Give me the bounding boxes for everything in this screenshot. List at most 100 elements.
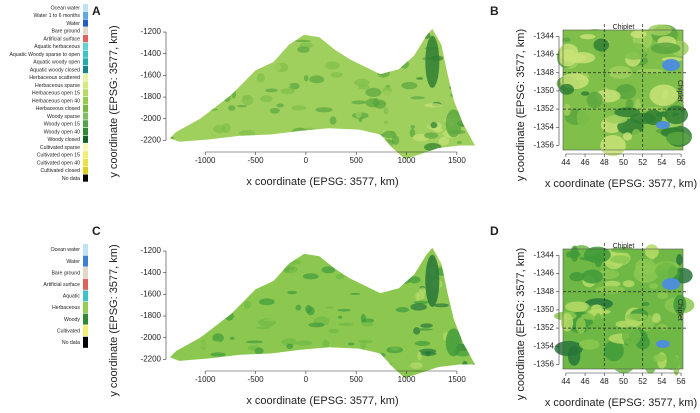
map-texture (295, 39, 311, 43)
map-texture (430, 121, 438, 129)
map-texture (386, 248, 394, 258)
map-texture (284, 259, 302, 265)
map-texture (575, 317, 586, 334)
map-texture (178, 28, 194, 30)
y-tick-label: -1200 (141, 246, 162, 255)
legend-label: Woody open 15 (44, 122, 80, 128)
map-texture (242, 322, 254, 327)
map-texture (373, 97, 380, 108)
map-texture (328, 328, 340, 334)
legend-label: Cultivated open 40 (37, 160, 80, 166)
y-tick-label: -1348 (534, 287, 555, 296)
map-texture (645, 360, 656, 374)
x-tick-label: 48 (600, 377, 609, 386)
map-texture (386, 247, 396, 249)
x-tick-label: 44 (561, 377, 570, 386)
y-tick-label: -1800 (141, 311, 162, 320)
map-texture (194, 307, 208, 310)
map-texture (243, 301, 251, 310)
map-texture (391, 135, 400, 146)
map-texture (420, 323, 433, 328)
legend-swatch (83, 255, 88, 267)
map-texture (560, 313, 574, 332)
map-texture (416, 77, 424, 80)
map-texture (181, 48, 197, 59)
map-texture (299, 91, 314, 95)
x-tick-label: -500 (248, 375, 265, 384)
x-tick-label: 1000 (398, 375, 416, 384)
map-texture (170, 136, 175, 141)
map-texture (309, 247, 323, 252)
map-texture (604, 280, 621, 288)
map-texture (297, 46, 310, 53)
map-texture (314, 306, 329, 315)
map-texture (321, 266, 336, 274)
map-texture (449, 93, 463, 98)
map-texture (365, 87, 382, 98)
x-tick-label: 46 (581, 377, 590, 386)
legend-swatch (83, 97, 88, 105)
map-texture (335, 274, 345, 280)
map-texture (355, 274, 364, 279)
x-tick-label: 50 (619, 377, 628, 386)
y-tick-label: -1344 (534, 250, 555, 259)
map-texture (325, 306, 334, 309)
map-texture (422, 32, 431, 39)
map-texture (424, 103, 442, 108)
legend-label: Artificial surface (43, 282, 80, 288)
map-texture (170, 92, 185, 100)
map-texture (581, 91, 590, 96)
y-tick-label: -2200 (141, 355, 162, 364)
map-texture (179, 296, 190, 307)
map-texture (355, 109, 362, 119)
map-texture (424, 143, 442, 152)
map-texture (229, 325, 247, 329)
map-texture (610, 255, 631, 264)
map-texture (171, 114, 184, 123)
map-texture (315, 107, 333, 113)
chiplet-label: Chiplet (613, 243, 635, 250)
map-texture (400, 56, 405, 61)
map-texture (221, 123, 231, 134)
y-tick-label: -1600 (141, 290, 162, 299)
legend-swatch (83, 336, 88, 348)
map-texture (322, 339, 330, 349)
map-texture (325, 61, 340, 70)
legend-swatch (83, 58, 88, 66)
map-texture (253, 362, 261, 367)
legend-swatch (83, 135, 88, 143)
map-texture (443, 247, 460, 250)
map-texture (209, 364, 224, 369)
map-texture (605, 114, 628, 124)
legend-swatch (83, 73, 88, 81)
map-texture (257, 87, 265, 96)
x-tick-label: 56 (677, 158, 686, 167)
map-texture (358, 339, 374, 344)
map-texture (297, 351, 308, 360)
map-texture (398, 252, 416, 260)
legend-swatch (83, 128, 88, 136)
map-texture (443, 48, 457, 52)
map-texture (401, 81, 418, 90)
legend-label: Cultivated (57, 328, 80, 334)
map-texture (586, 91, 603, 108)
map-texture (576, 107, 595, 130)
map-texture (644, 244, 659, 259)
legend-swatch (83, 174, 88, 182)
map-frame (562, 248, 684, 370)
map-texture (376, 346, 390, 349)
map-texture (625, 313, 648, 321)
map-texture (631, 128, 641, 141)
map-texture (401, 247, 408, 250)
map-texture (406, 34, 424, 41)
map-texture (330, 72, 343, 78)
map-texture (371, 52, 388, 57)
map-texture (191, 30, 203, 34)
legend-swatch (83, 66, 88, 74)
map-texture (459, 285, 466, 292)
map-texture (655, 262, 678, 280)
map-texture (637, 145, 649, 150)
map-texture (401, 140, 407, 145)
map-texture (357, 84, 370, 90)
map-texture (218, 31, 226, 39)
